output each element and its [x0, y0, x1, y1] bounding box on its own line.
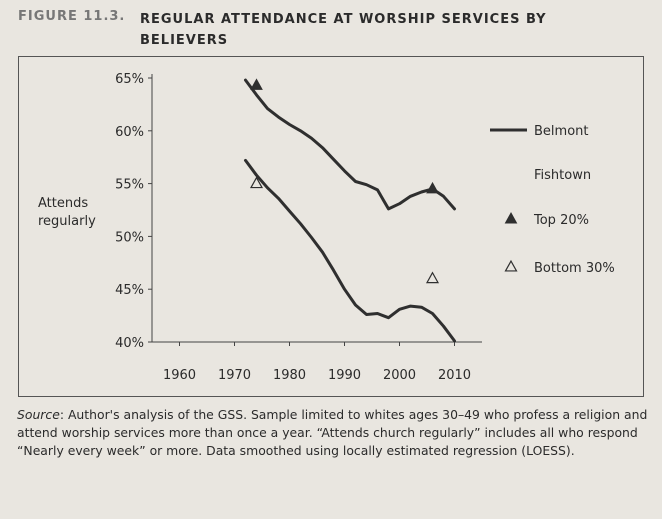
y-tick-label: 45% — [115, 283, 144, 298]
y-tick-label: 55% — [115, 178, 144, 193]
y-tick-label: 65% — [115, 72, 144, 87]
marker-top-20 — [250, 78, 263, 90]
y-tick-label: 40% — [115, 336, 144, 351]
series-line-fishtown — [244, 158, 456, 343]
series-line-belmont — [244, 78, 456, 211]
legend-open-triangle-symbol — [504, 259, 518, 272]
figure-label: FIGURE 11.3. — [18, 9, 126, 24]
x-tick-label: 1980 — [273, 368, 306, 383]
y-axis-label-line-1: Attends — [38, 196, 88, 211]
series-group — [244, 78, 456, 343]
x-tick-label: 1970 — [218, 368, 251, 383]
legend-label: Fishtown — [534, 168, 591, 183]
y-axis-label-line-2: regularly — [38, 214, 96, 229]
x-tick-label: 1960 — [163, 368, 196, 383]
legend-label: Top 20% — [533, 213, 589, 228]
legend-label: Belmont — [534, 124, 588, 139]
legend-label: Bottom 30% — [534, 261, 615, 276]
y-tick-label: 60% — [115, 125, 144, 140]
y-tick-label: 50% — [115, 230, 144, 245]
figure-title: REGULAR ATTENDANCE AT WORSHIP SERVICES B… — [140, 12, 547, 48]
source-note: Source: Author's analysis of the GSS. Sa… — [17, 406, 651, 460]
marker-bottom-30 — [249, 176, 264, 189]
legend: Belmont Fishtown Top 20% Bottom 30% — [490, 124, 615, 276]
marker-top-20 — [426, 181, 439, 194]
legend-filled-triangle-symbol — [504, 212, 518, 224]
x-tick-label: 1990 — [328, 368, 361, 383]
y-axis-label: Attends regularly — [38, 196, 96, 229]
x-tick-label: 2000 — [383, 368, 416, 383]
marker-bottom-30 — [425, 271, 440, 284]
source-note-lead: Source — [17, 407, 60, 422]
chart-frame — [18, 56, 644, 397]
source-note-text: : Author's analysis of the GSS. Sample l… — [17, 407, 648, 458]
axes: 40% 45% 50% 55% 60% 65% 1960 1970 1980 1990 2000 20… — [115, 72, 482, 383]
x-tick-label: 2010 — [438, 368, 471, 383]
